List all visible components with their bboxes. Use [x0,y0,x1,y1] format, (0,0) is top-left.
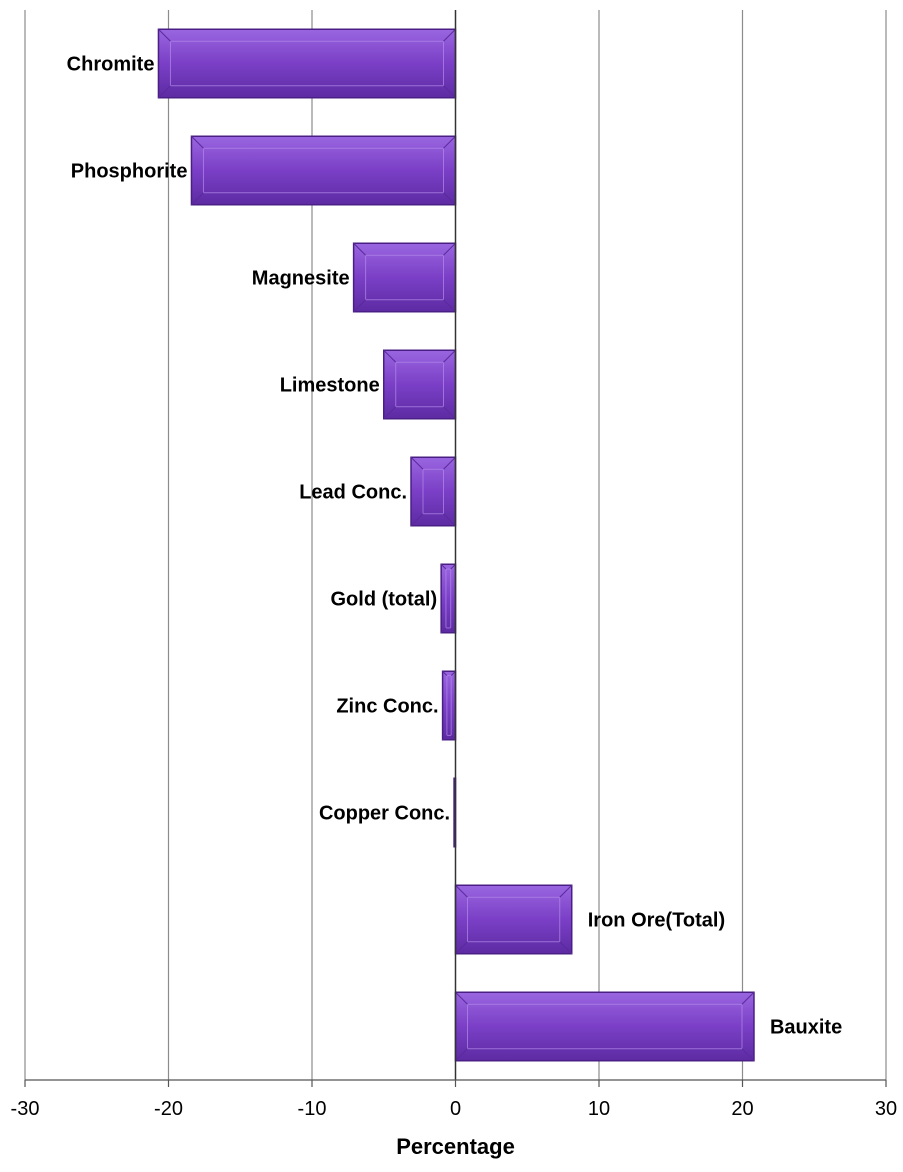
category-labels: Chromite Phosphorite Magnesite Limestone Lea… [67,54,843,1039]
category-label: Lead Conc. [299,482,407,504]
category-label: Phosphorite [71,161,188,183]
category-label: Chromite [67,54,155,76]
x-tick-label: -20 [154,1098,183,1120]
bar [454,884,573,955]
x-axis [24,10,887,1087]
bar [440,563,457,634]
bar [454,991,755,1062]
category-label: Limestone [280,375,380,397]
x-tick-label: -10 [298,1098,327,1120]
bars [157,28,755,1062]
x-tick-label: 20 [731,1098,753,1120]
x-tick-label: 30 [875,1098,897,1120]
x-tick-label: -30 [11,1098,40,1120]
x-tick-label: 10 [588,1098,610,1120]
category-label: Copper Conc. [319,803,450,825]
bar [410,456,457,527]
category-label: Gold (total) [331,589,438,611]
x-axis-title: Percentage [396,1134,515,1159]
x-tick-labels: -30 -20 -10 0 10 20 30 [11,1098,898,1120]
category-label: Bauxite [770,1017,842,1039]
bar [157,28,457,99]
bar [352,242,457,313]
bar [190,135,457,206]
x-tick-label: 0 [450,1098,461,1120]
bar [383,349,457,420]
category-label: Magnesite [252,268,350,290]
category-label: Zinc Conc. [336,696,438,718]
category-label: Iron Ore(Total) [588,910,725,932]
bar [441,670,457,741]
